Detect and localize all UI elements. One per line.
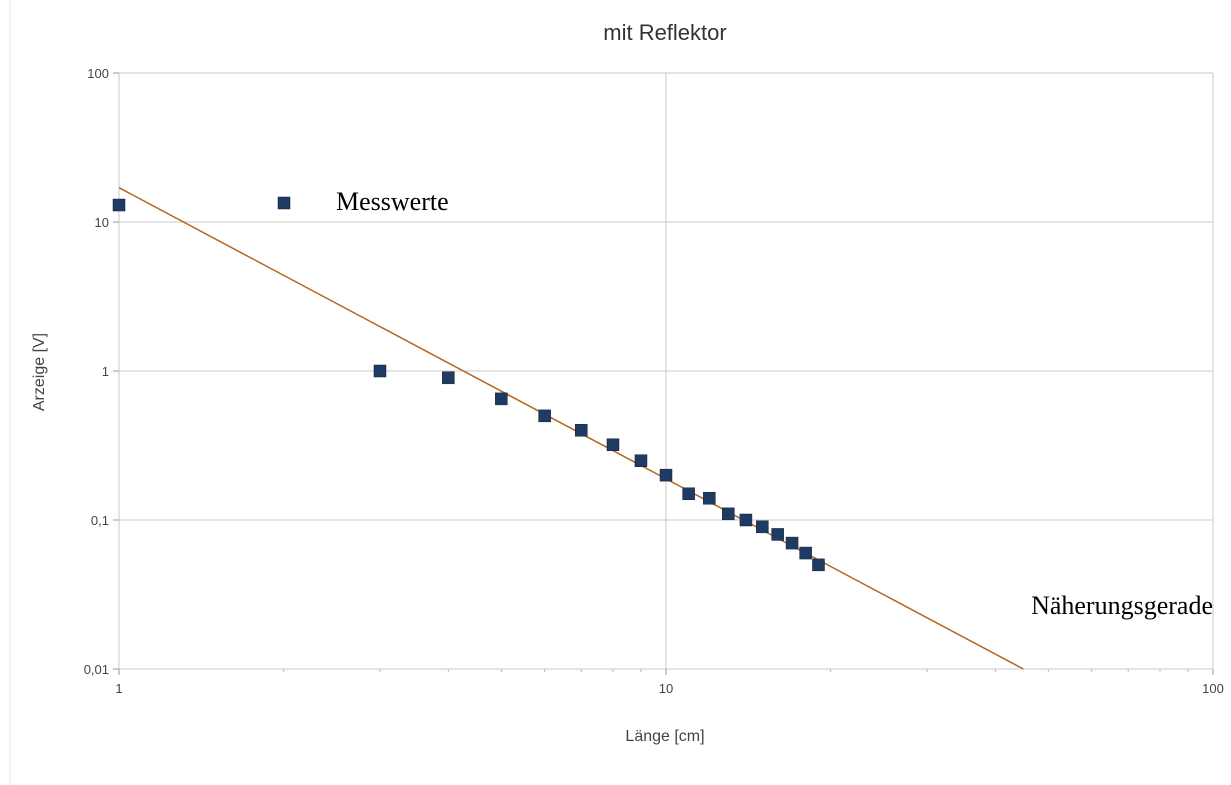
y-tick-label: 100 bbox=[87, 66, 109, 81]
data-point bbox=[606, 438, 620, 451]
fit-line-layer bbox=[118, 187, 1024, 670]
chart-title: mit Reflektor bbox=[603, 20, 726, 45]
tick-labels: 100 10 1 0,1 0,01 1 10 100 bbox=[84, 66, 1224, 696]
data-point bbox=[442, 371, 455, 385]
legend-label: Messwerte bbox=[336, 187, 449, 216]
data-point bbox=[703, 491, 716, 505]
y-tick-label: 1 bbox=[102, 364, 109, 379]
data-point bbox=[538, 409, 551, 423]
legend: Messwerte bbox=[277, 187, 449, 216]
data-point bbox=[659, 468, 673, 482]
data-point bbox=[785, 536, 799, 550]
data-point bbox=[739, 513, 753, 527]
data-point bbox=[575, 424, 588, 437]
data-point bbox=[634, 454, 648, 467]
data-point bbox=[495, 392, 508, 406]
points-layer bbox=[112, 198, 825, 572]
data-point bbox=[112, 198, 126, 212]
y-tick-label: 0,01 bbox=[84, 662, 109, 677]
x-axis-label: Länge [cm] bbox=[625, 728, 704, 745]
y-tick-label: 10 bbox=[95, 215, 109, 230]
legend-marker bbox=[277, 196, 291, 210]
data-point bbox=[373, 364, 387, 378]
fit-line-annotation: Näherungsgerade bbox=[1031, 591, 1213, 620]
data-point bbox=[756, 520, 769, 534]
grid bbox=[113, 72, 1214, 675]
x-tick-label: 100 bbox=[1202, 681, 1224, 696]
data-point bbox=[682, 487, 695, 501]
x-tick-label: 10 bbox=[659, 681, 673, 696]
data-point bbox=[812, 558, 825, 572]
data-point bbox=[771, 528, 784, 541]
fit-line bbox=[118, 187, 1024, 670]
y-axis-label: Arzeige [V] bbox=[31, 333, 48, 411]
data-point bbox=[722, 507, 735, 521]
x-tick-label: 1 bbox=[115, 681, 122, 696]
y-tick-label: 0,1 bbox=[91, 513, 109, 528]
data-point bbox=[799, 546, 812, 560]
